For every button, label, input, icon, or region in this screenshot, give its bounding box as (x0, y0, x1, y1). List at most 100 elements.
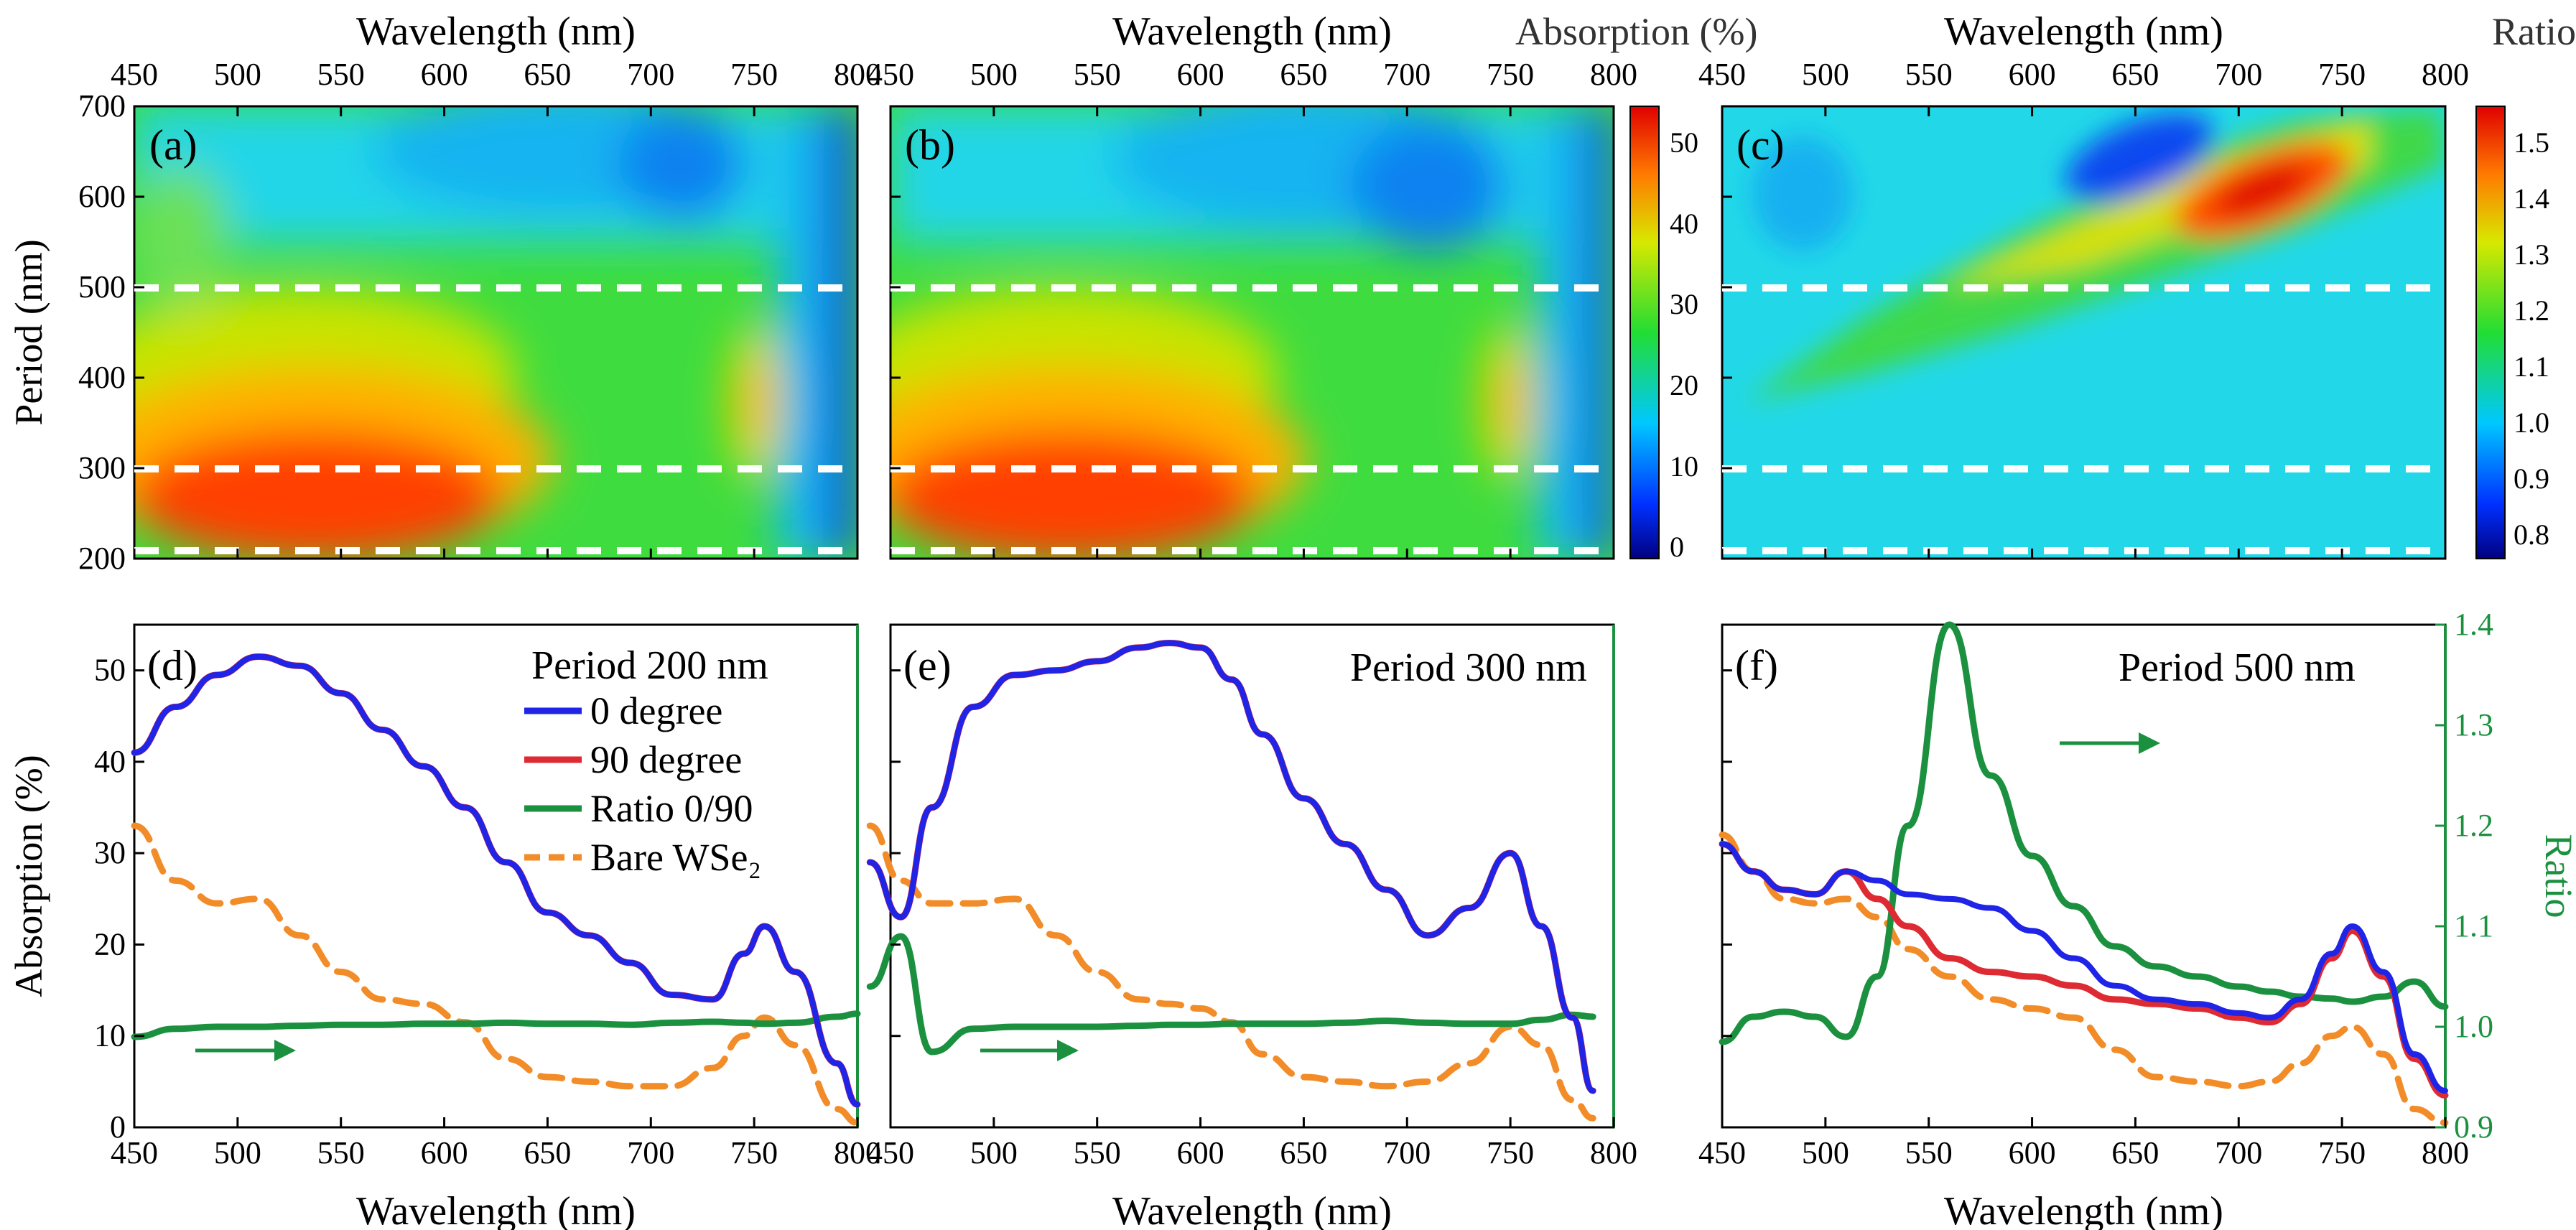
arrow-d (195, 1040, 296, 1061)
xtick-label-top: 700 (2215, 57, 2262, 92)
period-tick-label: 400 (78, 360, 126, 395)
colorbar-ratio-title: Ratio (2492, 10, 2576, 53)
cb-abs-tick-50: 50 (1670, 126, 1698, 159)
ratio-tick-label: 0.9 (2454, 1109, 2493, 1145)
cb-ratio-tick-1.2: 1.2 (2514, 294, 2549, 327)
wavelength-label-top: Wavelength (nm) (356, 9, 636, 54)
xtick-label-bottom: 600 (421, 1135, 468, 1170)
xtick-label-bottom: 650 (524, 1135, 571, 1170)
legend-label-ratio: Ratio 0/90 (590, 787, 753, 830)
legend-label-bare: Bare WSe₂ (590, 836, 761, 879)
xtick-label-bottom: 700 (1383, 1135, 1431, 1170)
period-tick-label: 200 (78, 541, 126, 576)
ratio-tick-label: 1.0 (2454, 1009, 2493, 1044)
wavelength-label-bottom: Wavelength (nm) (1944, 1189, 2223, 1230)
xtick-label-top: 500 (214, 57, 261, 92)
cb-ratio-tick-1.0: 1.0 (2514, 406, 2549, 439)
panel-label-b: (b) (905, 121, 955, 169)
period-tick-label: 500 (78, 269, 126, 304)
wavelength-label-top: Wavelength (nm) (1944, 9, 2223, 54)
period-tick-label: 300 (78, 450, 126, 485)
xtick-label-bottom: 500 (1802, 1135, 1849, 1170)
series-ratio-0-90 (866, 933, 1596, 1056)
cb-ratio-tick-1.4: 1.4 (2514, 182, 2549, 215)
xtick-label-top: 600 (421, 57, 468, 92)
series-bare-wse2 (131, 822, 861, 1127)
series-0-degree (867, 640, 1596, 1094)
xtick-label-bottom: 550 (317, 1135, 365, 1170)
xtick-label-top: 800 (834, 57, 881, 92)
xtick-label-bottom: 450 (111, 1135, 158, 1170)
xtick-label-top: 800 (1590, 57, 1637, 92)
xtick-label-top: 750 (2318, 57, 2366, 92)
series-bare-wse2 (866, 822, 1596, 1122)
series-0-degree (131, 653, 860, 1108)
xtick-label-bottom: 500 (970, 1135, 1018, 1170)
xtick-label-top: 650 (2111, 57, 2159, 92)
xtick-label-bottom: 550 (1074, 1135, 1121, 1170)
xtick-label-top: 550 (1074, 57, 1121, 92)
line-panel-f: (f) Period 500 nm (1719, 621, 2449, 1129)
ratio-tick-label: 1.3 (2454, 707, 2493, 742)
heatmap-b: (b) (889, 105, 1615, 560)
heatmap-c: (c) (1721, 105, 2447, 560)
panel-label-e: (e) (903, 642, 952, 689)
xtick-label-bottom: 800 (1590, 1135, 1637, 1170)
xtick-label-bottom: 600 (1177, 1135, 1224, 1170)
xtick-label-top: 700 (1383, 57, 1431, 92)
xtick-label-bottom: 500 (214, 1135, 261, 1170)
ratio-axis-label: Ratio (2537, 834, 2576, 918)
xtick-label-bottom: 550 (1905, 1135, 1953, 1170)
xtick-label-bottom: 600 (2009, 1135, 2056, 1170)
xtick-label-bottom: 650 (2111, 1135, 2159, 1170)
legend-title-f: Period 500 nm (2119, 646, 2356, 690)
xtick-label-top: 600 (2009, 57, 2056, 92)
xtick-label-top: 550 (317, 57, 365, 92)
xtick-label-bottom: 650 (1280, 1135, 1327, 1170)
cb-ratio-tick-0.9: 0.9 (2514, 462, 2549, 495)
xtick-label-top: 650 (524, 57, 571, 92)
ratio-tick-label: 1.1 (2454, 908, 2493, 944)
series-bare-wse2 (1719, 831, 2449, 1127)
period-tick-label: 600 (78, 179, 126, 214)
absorption-tick-label: 0 (110, 1109, 126, 1145)
cb-ratio-tick-0.8: 0.8 (2514, 518, 2549, 551)
ratio-tick-label: 1.4 (2454, 607, 2493, 642)
series-ratio-0-90 (131, 1010, 861, 1040)
absorption-axis-label: Absorption (%) (7, 755, 50, 997)
cb-ratio-tick-1.3: 1.3 (2514, 238, 2549, 271)
xtick-label-bottom: 800 (834, 1135, 881, 1170)
absorption-tick-label: 20 (94, 926, 126, 961)
cb-abs-tick-20: 20 (1670, 369, 1698, 401)
wavelength-label-bottom: Wavelength (nm) (356, 1189, 636, 1230)
xtick-label-top: 700 (627, 57, 674, 92)
xtick-label-bottom: 750 (2318, 1135, 2366, 1170)
xtick-label-top: 750 (730, 57, 778, 92)
cb-ratio-tick-1.1: 1.1 (2514, 350, 2549, 383)
legend-d: 0 degree 90 degree Ratio 0/90 Bare WSe₂ (524, 689, 761, 879)
colorbar-ratio: Ratio 0.8 0.9 1.0 1.1 1.2 1.3 1.4 1.5 (2475, 10, 2576, 559)
panel-label-a: (a) (149, 121, 197, 169)
panel-label-c: (c) (1736, 121, 1785, 169)
bottom-axes: 450 500 550 600 650 700 750 800 Wavelength (nm) 0… (94, 607, 2493, 1230)
cb-abs-tick-40: 40 (1670, 208, 1698, 240)
line-panel-e: (e) Period 300 nm (866, 623, 1615, 1129)
period-tick-label: 700 (78, 88, 126, 124)
wavelength-label-bottom: Wavelength (nm) (1112, 1189, 1392, 1230)
xtick-label-bottom: 700 (2215, 1135, 2262, 1170)
xtick-label-bottom: 450 (1698, 1135, 1746, 1170)
cb-abs-tick-0: 0 (1670, 531, 1684, 563)
cb-abs-tick-30: 30 (1670, 288, 1698, 320)
arrow-f (2060, 732, 2160, 754)
xtick-label-top: 650 (1280, 57, 1327, 92)
xtick-label-top: 600 (1177, 57, 1224, 92)
wavelength-label-top: Wavelength (nm) (1112, 9, 1392, 54)
xtick-label-top: 500 (1802, 57, 1849, 92)
cb-abs-tick-10: 10 (1670, 450, 1698, 483)
absorption-tick-label: 10 (94, 1018, 126, 1053)
panel-label-d: (d) (147, 642, 197, 689)
xtick-label-top: 450 (111, 57, 158, 92)
series-0-degree (1719, 841, 2448, 1094)
xtick-label-top: 450 (867, 57, 914, 92)
